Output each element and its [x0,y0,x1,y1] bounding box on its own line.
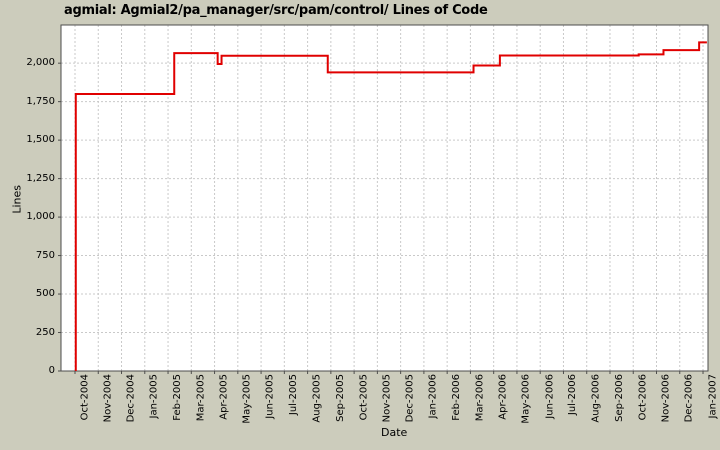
y-tick-label: 250 [35,326,55,338]
plot-border [60,24,709,372]
y-tick-label: 0 [48,365,55,376]
chart-title: agmial: Agmial2/pa_manager/src/pam/contr… [64,3,488,18]
y-tick-label: 2,000 [26,57,55,69]
x-axis-title: Date [381,426,408,439]
y-tick-label: 1,250 [26,172,55,184]
loc-series-line [74,41,707,371]
y-tick-label: 1,500 [26,134,55,146]
y-tick-label: 500 [35,288,55,300]
y-tick-label: 1,750 [26,95,55,107]
y-tick-label: 1,000 [26,211,55,223]
plot-background [61,25,708,371]
y-tick-label: 750 [35,249,55,261]
